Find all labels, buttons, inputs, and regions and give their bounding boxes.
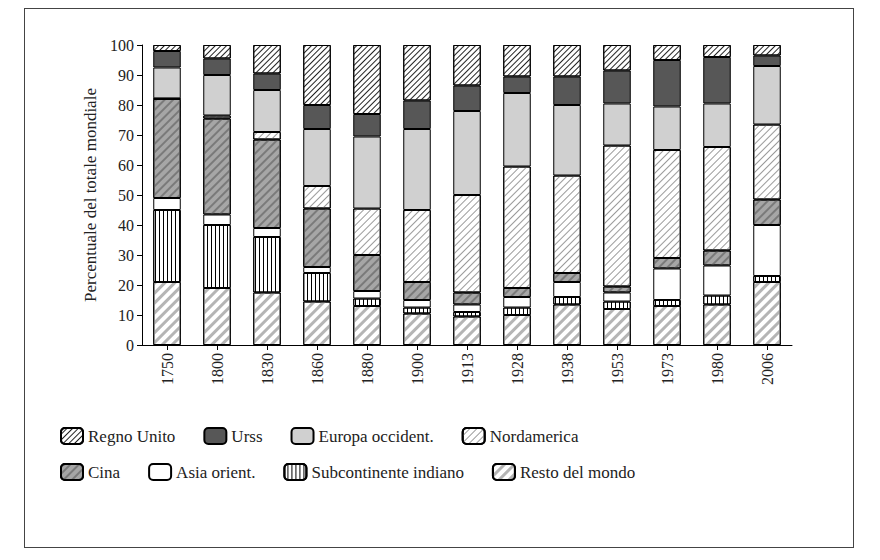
svg-text:2006: 2006 [759,353,776,385]
svg-text:1800: 1800 [209,353,226,385]
svg-text:50: 50 [118,187,134,204]
svg-text:100: 100 [110,37,134,54]
svg-text:Cina: Cina [88,463,121,482]
svg-text:1913: 1913 [459,353,476,385]
svg-text:Urss: Urss [231,427,262,446]
svg-text:10: 10 [118,307,134,324]
svg-text:1938: 1938 [559,353,576,385]
svg-text:1860: 1860 [309,353,326,385]
svg-text:1900: 1900 [409,353,426,385]
svg-text:1750: 1750 [159,353,176,385]
svg-text:20: 20 [118,277,134,294]
svg-text:80: 80 [118,97,134,114]
svg-text:1953: 1953 [609,353,626,385]
svg-text:Europa occident.: Europa occident. [319,427,434,446]
svg-text:70: 70 [118,127,134,144]
svg-text:Resto del mondo: Resto del mondo [520,463,635,482]
svg-text:1830: 1830 [259,353,276,385]
svg-text:30: 30 [118,247,134,264]
svg-text:0: 0 [126,337,134,354]
svg-text:1880: 1880 [359,353,376,385]
svg-text:Subcontinente indiano: Subcontinente indiano [311,463,464,482]
svg-text:Percentuale del totale mondial: Percentuale del totale mondiale [81,88,100,302]
svg-text:Asia orient.: Asia orient. [176,463,255,482]
svg-text:Regno Unito: Regno Unito [88,427,175,446]
svg-text:1973: 1973 [659,353,676,385]
svg-text:1980: 1980 [709,353,726,385]
svg-text:1928: 1928 [509,353,526,385]
svg-text:90: 90 [118,67,134,84]
svg-text:Nordamerica: Nordamerica [490,427,579,446]
svg-text:40: 40 [118,217,134,234]
svg-text:60: 60 [118,157,134,174]
